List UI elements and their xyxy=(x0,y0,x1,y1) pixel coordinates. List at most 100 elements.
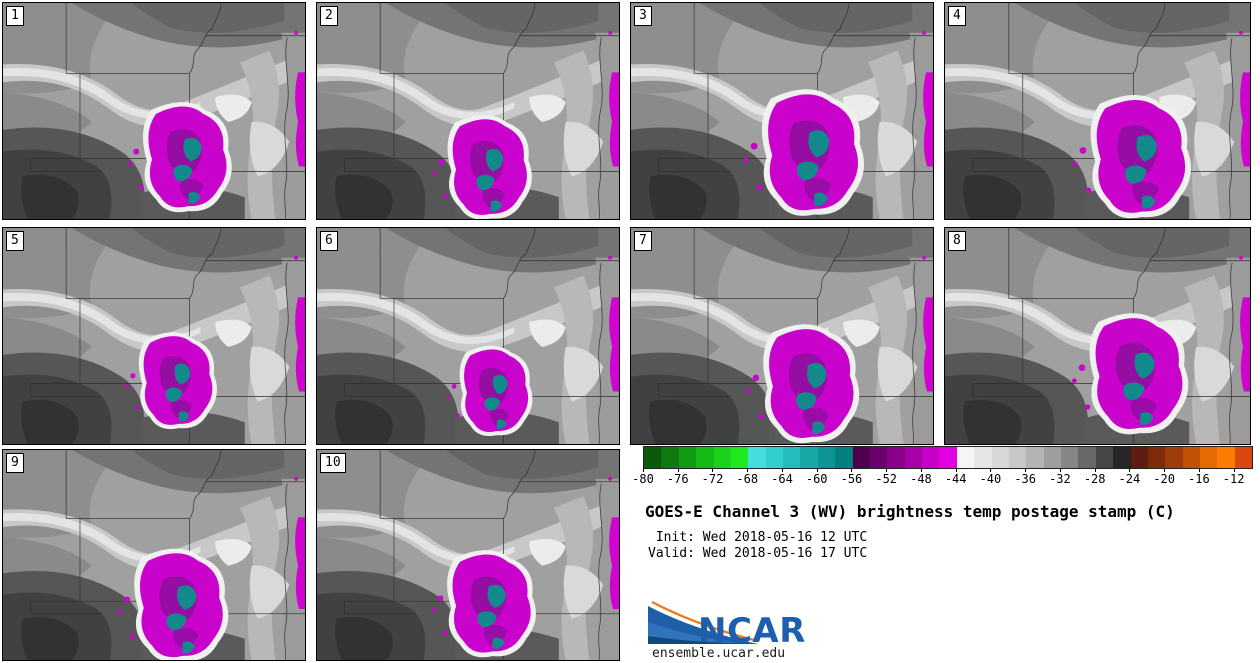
panel-number-label: 6 xyxy=(320,231,338,251)
colorbar-tick-label: -20 xyxy=(1153,472,1175,486)
colorbar-segment xyxy=(1217,447,1235,468)
colorbar-tick-label: -56 xyxy=(840,472,863,486)
colorbar-tickmark xyxy=(816,468,818,472)
wv-map-image xyxy=(3,3,305,219)
colorbar-segment xyxy=(783,447,801,468)
panel-number-label: 9 xyxy=(6,453,24,473)
colorbar-segment xyxy=(730,447,749,468)
wv-map-image xyxy=(631,228,933,444)
colorbar-tickmark xyxy=(747,468,749,472)
ncar-swoosh-icon xyxy=(648,601,759,644)
panel-number-label: 8 xyxy=(948,231,966,251)
colorbar-tickmark xyxy=(990,468,992,472)
ensemble-panel: 6 xyxy=(316,227,620,445)
colorbar-segment xyxy=(713,447,731,468)
colorbar-tick-label: -32 xyxy=(1049,472,1071,486)
colorbar-tickmark xyxy=(920,468,922,472)
colorbar-segment xyxy=(974,447,992,468)
colorbar-segment xyxy=(1043,447,1061,468)
colorbar-tickmark xyxy=(886,468,888,472)
figure-title: GOES-E Channel 3 (WV) brightness temp po… xyxy=(645,502,1175,521)
colorbar-tickmark xyxy=(781,468,783,472)
ensemble-panel: 4 xyxy=(944,2,1251,220)
ensemble-panel: 2 xyxy=(316,2,620,220)
colorbar-tickmark xyxy=(1094,468,1096,472)
colorbar-segment xyxy=(661,447,679,468)
panel-number-label: 4 xyxy=(948,6,966,26)
colorbar-tickmark xyxy=(851,468,853,472)
colorbar-tick-label: -52 xyxy=(875,472,898,486)
ensemble-panel: 10 xyxy=(316,449,620,661)
ensemble-panel: 3 xyxy=(630,2,934,220)
colorbar-tickmark xyxy=(1233,468,1235,472)
colorbar-segment xyxy=(852,447,870,468)
colorbar-segment xyxy=(835,447,853,468)
ensemble-panel: 8 xyxy=(944,227,1251,445)
wv-map-image xyxy=(945,3,1250,219)
wv-map-image xyxy=(317,3,619,219)
colorbar-segment xyxy=(869,447,888,468)
valid-time-label: Valid: Wed 2018-05-16 17 UTC xyxy=(648,546,868,561)
colorbar-tickmark xyxy=(955,468,957,472)
ncar-logo: NCAR xyxy=(648,601,805,646)
colorbar-segment xyxy=(1200,447,1218,468)
colorbar-segment xyxy=(800,447,818,468)
colorbar-tick-label: -68 xyxy=(736,472,759,486)
colorbar-tickmark xyxy=(1198,468,1200,472)
colorbar-tickmark xyxy=(1059,468,1061,472)
panel-number-label: 1 xyxy=(6,6,24,26)
site-url-label: ensemble.ucar.edu xyxy=(652,646,786,661)
colorbar-tick-label: -28 xyxy=(1083,472,1106,486)
panel-number-label: 3 xyxy=(634,6,652,26)
colorbar-tick-label: -44 xyxy=(944,472,967,486)
colorbar-tick-label: -64 xyxy=(771,472,793,486)
ensemble-panel: 9 xyxy=(2,449,306,661)
colorbar-segment xyxy=(904,447,922,468)
colorbar-tickmark xyxy=(643,468,644,472)
ensemble-panel: 1 xyxy=(2,2,306,220)
ensemble-panel: 7 xyxy=(630,227,934,445)
colorbar-segment xyxy=(1113,447,1131,468)
colorbar-segment xyxy=(1234,447,1253,468)
colorbar-tick-label: -76 xyxy=(666,472,689,486)
colorbar xyxy=(643,446,1253,469)
colorbar-segment xyxy=(1061,447,1079,468)
colorbar-tick-label: -12 xyxy=(1222,472,1245,486)
ensemble-panel: 5 xyxy=(2,227,306,445)
colorbar-segment xyxy=(956,447,975,468)
colorbar-tick-label: -36 xyxy=(1014,472,1036,486)
colorbar-segment xyxy=(1008,447,1027,468)
colorbar-tick-label: -72 xyxy=(701,472,724,486)
init-time-label: Init: Wed 2018-05-16 12 UTC xyxy=(648,530,868,545)
colorbar-segment xyxy=(748,447,766,468)
colorbar-segment xyxy=(1026,447,1044,468)
colorbar-tickmark xyxy=(1164,468,1166,472)
colorbar-segment xyxy=(644,447,662,468)
wv-map-image xyxy=(3,228,305,444)
wv-map-image xyxy=(317,228,619,444)
colorbar-tick-label: -48 xyxy=(910,472,932,486)
colorbar-segment xyxy=(817,447,836,468)
colorbar-segment xyxy=(1165,447,1183,468)
colorbar-segment xyxy=(939,447,957,468)
panel-number-label: 10 xyxy=(320,453,346,473)
wv-map-image xyxy=(317,450,619,660)
colorbar-segment xyxy=(696,447,714,468)
colorbar-tickmark xyxy=(677,468,679,472)
panel-number-label: 2 xyxy=(320,6,338,26)
panel-number-label: 7 xyxy=(634,231,652,251)
colorbar-tickmark xyxy=(1025,468,1027,472)
colorbar-segment xyxy=(1078,447,1096,468)
colorbar-segment xyxy=(1147,447,1166,468)
colorbar-segment xyxy=(1130,447,1148,468)
wv-map-image xyxy=(631,3,933,219)
colorbar-tick-label: -16 xyxy=(1188,472,1210,486)
colorbar-segment xyxy=(765,447,783,468)
colorbar-segment xyxy=(991,447,1009,468)
colorbar-tick-label: -24 xyxy=(1118,472,1141,486)
wv-map-image xyxy=(3,450,305,660)
wv-map-image xyxy=(945,228,1250,444)
colorbar-segment xyxy=(887,447,905,468)
colorbar-segment xyxy=(922,447,940,468)
colorbar-tick-label: -40 xyxy=(979,472,1002,486)
